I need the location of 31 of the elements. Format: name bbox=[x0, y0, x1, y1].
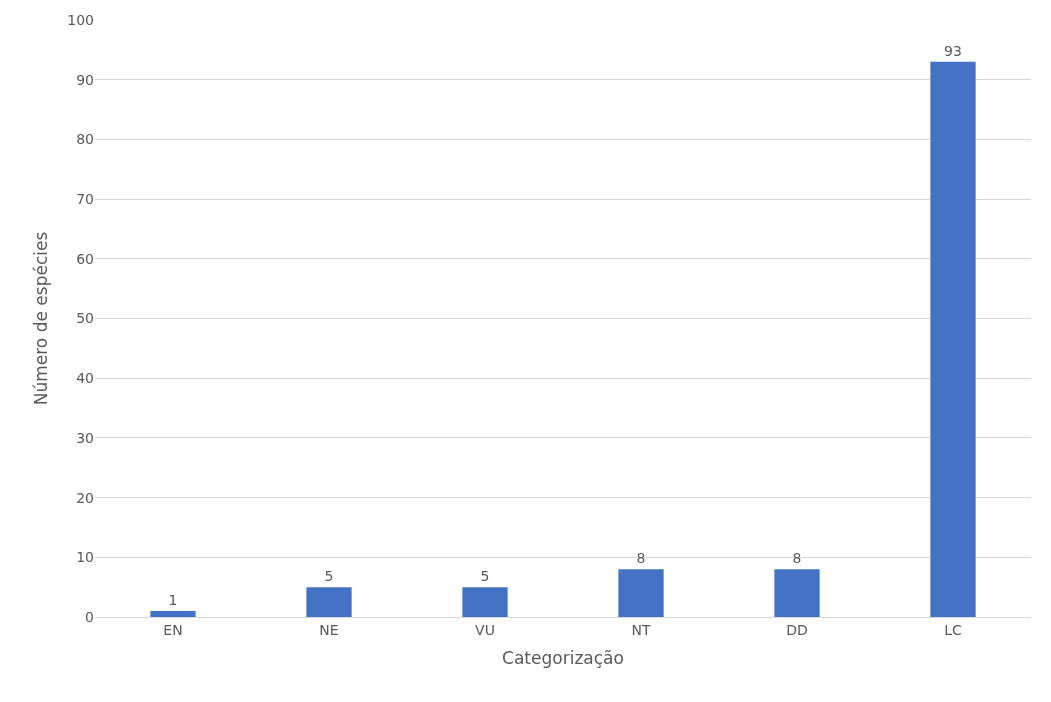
y-tick-label: 50 bbox=[76, 310, 94, 327]
bar bbox=[462, 587, 508, 617]
bar bbox=[306, 587, 352, 617]
data-label: 93 bbox=[944, 42, 962, 59]
x-tick-label: EN bbox=[163, 621, 183, 638]
y-tick-label: 20 bbox=[76, 489, 94, 506]
data-label: 5 bbox=[324, 568, 334, 585]
bar bbox=[930, 61, 976, 617]
x-tick-label: VU bbox=[475, 621, 495, 638]
y-tick-label: 100 bbox=[67, 11, 94, 28]
y-tick-label: 80 bbox=[76, 131, 94, 148]
y-tick-label: 60 bbox=[76, 250, 94, 267]
bar bbox=[618, 569, 664, 617]
y-tick-label: 40 bbox=[76, 370, 94, 387]
y-tick-label: 30 bbox=[76, 429, 94, 446]
y-tick-label: 70 bbox=[76, 191, 94, 207]
x-tick-label: NE bbox=[319, 621, 339, 638]
bar bbox=[774, 569, 820, 617]
data-label: 5 bbox=[480, 568, 490, 585]
data-label: 8 bbox=[792, 550, 802, 567]
data-label: 1 bbox=[168, 592, 178, 609]
data-label: 8 bbox=[636, 550, 646, 567]
x-tick-label: NT bbox=[631, 621, 651, 638]
x-tick-label: DD bbox=[786, 621, 808, 638]
x-axis-title: Categorização bbox=[502, 648, 624, 669]
x-tick-label: LC bbox=[944, 621, 963, 638]
y-axis-title: Número de espécies bbox=[30, 231, 51, 406]
y-tick-label: 10 bbox=[76, 549, 94, 566]
y-tick-label: 90 bbox=[76, 71, 94, 88]
y-tick-label: 0 bbox=[85, 608, 94, 625]
bar bbox=[150, 611, 196, 617]
